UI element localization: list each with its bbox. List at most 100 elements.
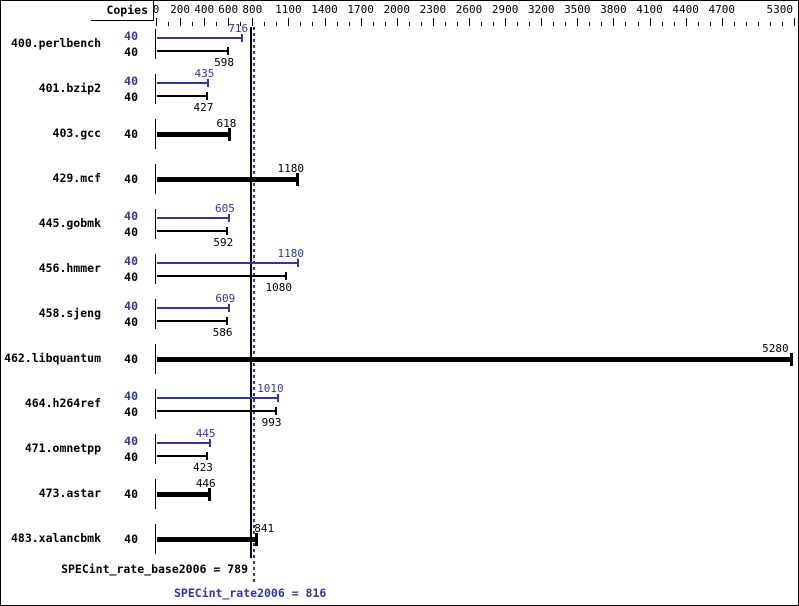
axis-label: 4400: [672, 3, 699, 16]
peak-bar: [157, 217, 229, 219]
base-value-label: 586: [212, 326, 233, 339]
axis-major-tick: [204, 18, 205, 26]
axis-minor-tick: [300, 22, 301, 26]
peak-value-label: 1010: [257, 382, 284, 395]
axis-label: 2000: [383, 3, 411, 16]
base-copies-value: 40: [124, 450, 138, 464]
peak-bar-endcap: [276, 394, 279, 402]
benchmark-label: 462.libquantum: [4, 351, 101, 365]
base-reference-line: [250, 27, 252, 558]
axis-minor-tick: [276, 22, 277, 26]
axis-label: 400: [194, 3, 215, 16]
axis-label: 3500: [564, 3, 591, 16]
axis-minor-tick: [445, 22, 446, 26]
axis-minor-tick: [770, 22, 771, 26]
base-bar-endcap: [226, 47, 229, 55]
base-copies-value: 40: [124, 225, 138, 239]
axis-minor-tick: [337, 22, 338, 26]
axis-minor-tick: [638, 22, 639, 26]
peak-copies-value: 40: [124, 254, 138, 268]
row-axis-bracket: [155, 164, 156, 194]
base-bar-endcap: [206, 92, 209, 100]
base-bar-endcap: [255, 533, 259, 546]
axis-minor-tick: [216, 22, 217, 26]
peak-bar-endcap: [227, 214, 230, 222]
axis-minor-tick: [758, 22, 759, 26]
axis-minor-tick: [565, 22, 566, 26]
base-bar-endcap: [296, 173, 300, 186]
axis-major-tick: [722, 18, 723, 26]
row-axis-bracket: [155, 29, 156, 59]
axis-minor-tick: [240, 22, 241, 26]
benchmark-label: 403.gcc: [52, 126, 101, 140]
peak-bar-endcap: [208, 439, 211, 447]
axis-minor-tick: [734, 22, 735, 26]
peak-bar: [157, 397, 278, 399]
row-axis-bracket: [155, 344, 156, 374]
copies-column-header: Copies: [106, 3, 148, 17]
benchmark-label: 483.xalancbmk: [10, 531, 101, 545]
axis-label: 4100: [636, 3, 663, 16]
copies-header-underline: [91, 20, 153, 21]
peak-bar: [157, 37, 243, 39]
peak-bar: [157, 262, 299, 264]
peak-bar-endcap: [241, 34, 244, 42]
axis-major-tick: [288, 18, 289, 26]
peak-bar: [157, 307, 230, 309]
axis-major-tick: [505, 18, 506, 26]
axis-minor-tick: [481, 22, 482, 26]
axis-minor-tick: [264, 22, 265, 26]
base-bar-endcap: [207, 488, 211, 501]
axis-label: 2900: [491, 3, 519, 16]
axis-minor-tick: [625, 22, 626, 26]
peak-bar: [157, 82, 209, 84]
benchmark-label: 473.astar: [38, 486, 101, 500]
base-copies-value: 40: [124, 45, 138, 59]
axis-major-tick: [577, 18, 578, 26]
base-value-label: 618: [216, 117, 237, 130]
axis-minor-tick: [601, 22, 602, 26]
axis-major-tick: [794, 18, 795, 26]
axis-label: 0: [152, 3, 160, 16]
row-axis-bracket: [155, 299, 156, 329]
base-value-label: 5280: [762, 342, 789, 355]
base-copies-value: 40: [124, 532, 138, 546]
base-value-label: 427: [193, 101, 214, 114]
axis-minor-tick: [168, 22, 169, 26]
base-bar-endcap: [226, 227, 229, 235]
base-bar: [157, 410, 276, 412]
axis-minor-tick: [529, 22, 530, 26]
base-value-label: 598: [214, 56, 234, 69]
benchmark-label: 456.hmmer: [38, 261, 101, 275]
row-axis-bracket: [155, 209, 156, 239]
axis-major-tick: [397, 18, 398, 26]
base-value-label: 423: [193, 461, 213, 474]
peak-bar: [157, 442, 210, 444]
base-bar: [157, 320, 227, 322]
peak-copies-value: 40: [124, 29, 138, 43]
base-copies-value: 40: [124, 270, 138, 284]
axis-major-tick: [180, 18, 181, 26]
base-value-label: 592: [213, 236, 234, 249]
base-copies-value: 40: [124, 172, 138, 186]
axis-label: 1700: [347, 3, 374, 16]
axis-major-tick: [252, 18, 253, 26]
axis-label: 1100: [275, 3, 302, 16]
peak-bar-endcap: [207, 79, 210, 87]
base-bar: [157, 95, 208, 97]
axis-minor-tick: [698, 22, 699, 26]
benchmark-label: 464.h264ref: [24, 396, 101, 410]
axis-minor-tick: [553, 22, 554, 26]
benchmark-label: 401.bzip2: [38, 81, 101, 95]
benchmark-label: 400.perlbench: [10, 36, 101, 50]
axis-minor-tick: [385, 22, 386, 26]
base-value-label: 446: [195, 477, 216, 490]
peak-copies-value: 40: [124, 209, 138, 223]
axis-minor-tick: [421, 22, 422, 26]
peak-value-label: 716: [228, 22, 249, 35]
base-bar-endcap: [274, 407, 277, 415]
peak-summary-text: SPECint_rate2006 = 816: [174, 586, 327, 600]
